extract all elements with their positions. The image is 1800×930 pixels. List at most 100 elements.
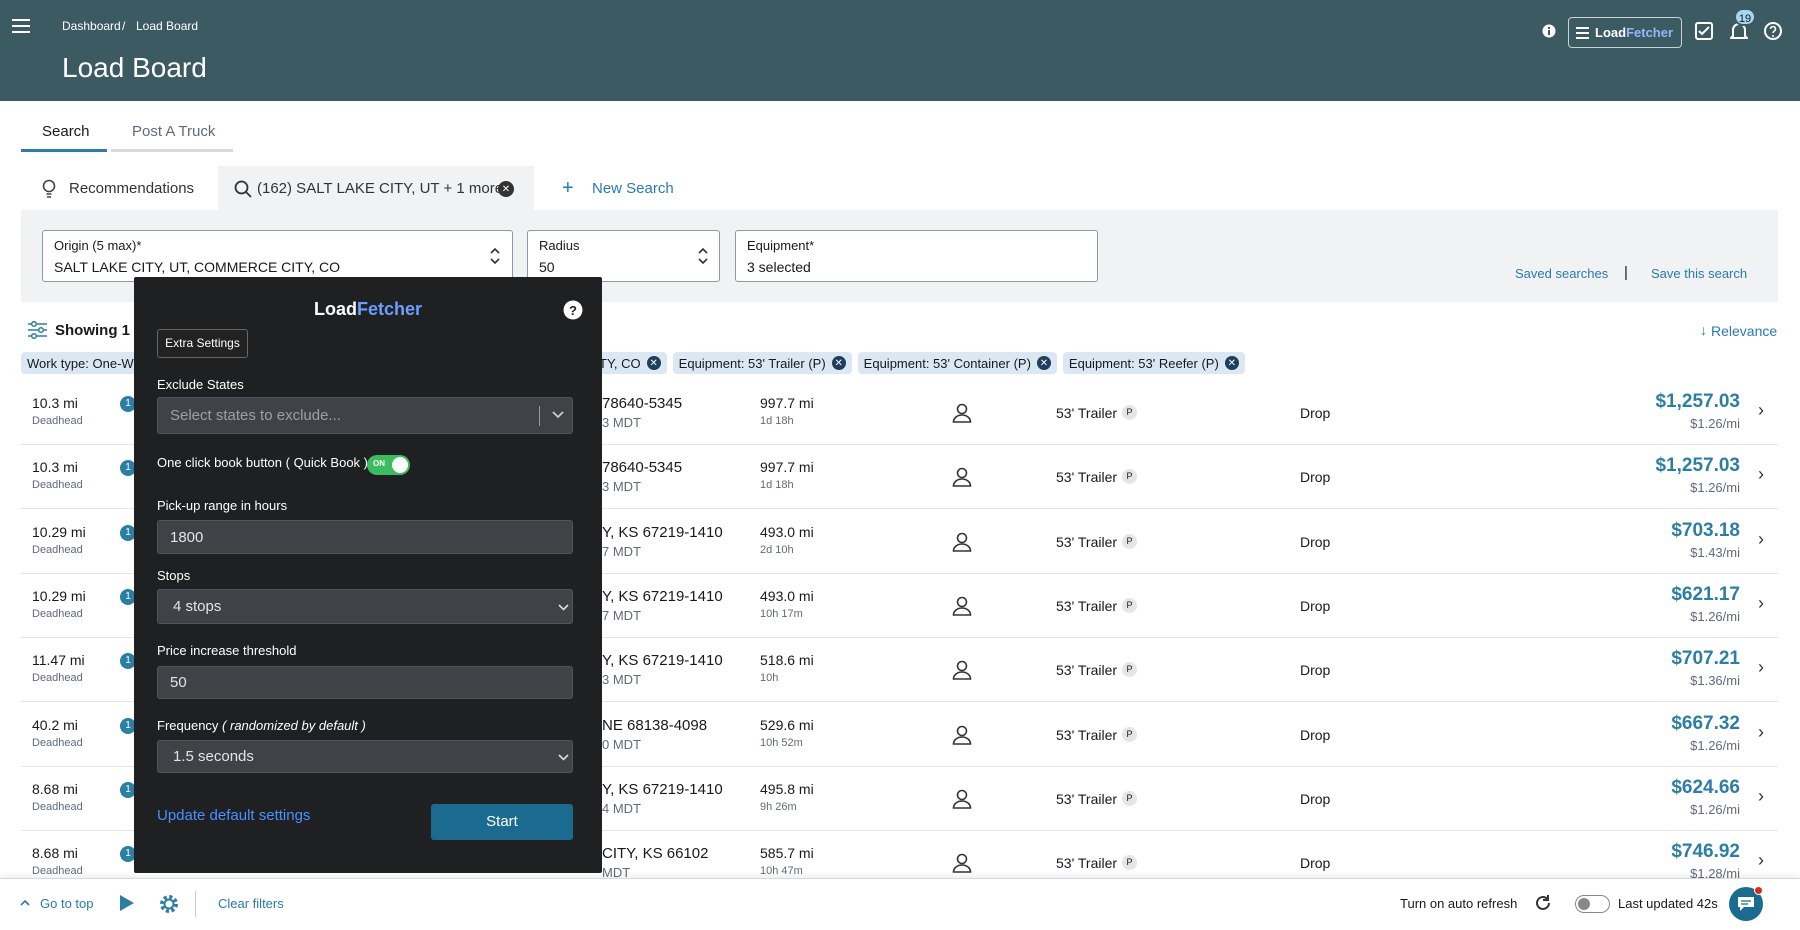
stops-select[interactable]: 4 stops [157, 589, 573, 624]
load-row[interactable]: 10.29 mi Deadhead 1 Y, KS 67219-1410 7 MDT 49… [21, 574, 1778, 638]
pickup-label: Pick-up range in hours [157, 498, 288, 513]
panel-help[interactable]: ? [563, 300, 583, 320]
exclude-select[interactable]: Select states to exclude... [157, 397, 573, 434]
divider [195, 891, 196, 917]
load-row[interactable]: 40.2 mi Deadhead 1 NE 68138-4098 0 MDT 529.6 … [21, 703, 1778, 767]
row-chevron[interactable]: › [1758, 528, 1764, 549]
tab-post-truck[interactable]: Post A Truck [132, 123, 216, 140]
frequency-text: Frequency [157, 718, 219, 733]
rate: $1.26/mi [1690, 801, 1740, 817]
toggle-knob [392, 457, 408, 473]
equipment-tag: P [1122, 726, 1137, 742]
equipment-value: 3 selected [747, 259, 811, 275]
load-row[interactable]: 10.3 mi Deadhead 1 78640-5345 3 MDT 997.7 mi 1… [21, 445, 1778, 510]
load-row[interactable]: 11.47 mi Deadhead 1 Y, KS 67219-1410 3 MDT 51… [21, 638, 1778, 703]
save-search[interactable]: Save this search [1651, 266, 1748, 281]
row-chevron[interactable]: › [1758, 657, 1764, 678]
breadcrumb: Load Board [136, 19, 199, 33]
load-row[interactable]: 8.68 mi Deadhead 1 CITY, KS 66102 MDT 585.7 m… [21, 831, 1778, 896]
update-defaults-link[interactable]: Update default settings [157, 807, 311, 824]
active-search-tab[interactable]: (162) SALT LAKE CITY, UT + 1 more ✕ [218, 166, 534, 210]
saved-searches[interactable]: Saved searches [1515, 266, 1609, 281]
row-chevron[interactable]: › [1758, 785, 1764, 806]
settings-icon[interactable] [159, 894, 179, 914]
row-chevron[interactable]: › [1758, 721, 1764, 742]
radius-value: 50 [539, 259, 555, 275]
clear-filters[interactable]: Clear filters [218, 896, 284, 911]
chat-button[interactable] [1729, 886, 1763, 921]
new-search[interactable]: New Search [592, 180, 674, 197]
chip-remove[interactable]: ✕ [831, 356, 846, 370]
help-icon[interactable] [1764, 22, 1782, 40]
rate: $1.26/mi [1690, 416, 1740, 431]
filter-chip[interactable]: Equipment: 53' Trailer (P) ✕ [672, 352, 852, 374]
origin-value: SALT LAKE CITY, UT, COMMERCE CITY, CO [54, 259, 341, 275]
filter-icon[interactable] [28, 321, 47, 339]
play-icon[interactable] [119, 894, 135, 912]
driver-icon [952, 660, 972, 680]
radius-field[interactable]: Radius 50 [527, 230, 720, 282]
price-input[interactable]: 50 [157, 666, 573, 699]
distance: 518.6 mi [760, 652, 814, 669]
frequency-label: Frequency ( randomized by default ) [157, 718, 366, 733]
distance: 495.8 mi [760, 780, 814, 797]
equipment: 53' Trailer [1056, 533, 1118, 550]
filter-chip[interactable]: Equipment: 53' Container (P) ✕ [857, 352, 1057, 374]
quick-book-toggle[interactable]: ON [367, 455, 410, 475]
row-chevron[interactable]: › [1758, 464, 1764, 485]
chip-remove[interactable]: ✕ [1036, 356, 1051, 370]
filter-chip[interactable]: Equipment: 53' Reefer (P) ✕ [1062, 352, 1245, 374]
tasks-icon[interactable] [1695, 22, 1713, 40]
frequency-select[interactable]: 1.5 seconds [157, 740, 573, 773]
brand-load: Load [313, 299, 357, 319]
tab-search[interactable]: Search [42, 123, 90, 140]
notification-badge: 19 [1734, 8, 1756, 26]
deadhead-label: Deadhead [32, 672, 83, 685]
toggle-knob [1578, 898, 1590, 910]
equipment-tag: P [1122, 790, 1137, 806]
footer-bar: Go to top Clear filters Turn on auto ref… [0, 878, 1800, 930]
go-to-top[interactable]: Go to top [40, 896, 94, 911]
row-chevron[interactable]: › [1758, 592, 1764, 613]
chat-icon [1738, 897, 1754, 911]
arrival-time: MDT [602, 865, 631, 881]
recommendations-tab[interactable]: Recommendations [69, 180, 195, 197]
price: $746.92 [1671, 841, 1740, 863]
deadhead-label: Deadhead [32, 800, 83, 813]
filter-chip[interactable]: Work type: One-W [21, 352, 140, 374]
toggle-label: ON [373, 459, 385, 468]
refresh-icon[interactable] [1533, 893, 1553, 913]
breadcrumb[interactable]: Dashboard [62, 19, 121, 33]
info-icon[interactable] [1542, 24, 1556, 38]
load-row[interactable]: 8.68 mi Deadhead 1 Y, KS 67219-1410 4 MDT 495… [21, 767, 1778, 831]
start-button[interactable]: Start [431, 804, 573, 840]
menu-icon[interactable] [12, 18, 30, 34]
price-value: 50 [170, 674, 187, 691]
badge: 1 [120, 396, 136, 412]
close-search[interactable]: ✕ [498, 181, 514, 197]
chip-remove[interactable]: ✕ [1224, 356, 1239, 370]
equipment: 53' Trailer [1056, 597, 1118, 614]
brand-button[interactable]: LoadFetcher [1568, 17, 1682, 48]
chip-label: Equipment: 53' Reefer (P) [1068, 355, 1219, 371]
chevron-icon [558, 754, 569, 761]
driver-icon [952, 532, 972, 552]
row-chevron[interactable]: › [1758, 850, 1764, 871]
equipment-field[interactable]: Equipment* 3 selected [735, 230, 1098, 282]
pickup-input[interactable]: 1800 [157, 520, 573, 554]
chip-label: Equipment: 53' Container (P) [863, 355, 1031, 371]
extra-settings-button[interactable]: Extra Settings [157, 329, 248, 358]
load-row[interactable]: 10.3 mi Deadhead 1 78640-5345 3 MDT 997.7 mi 1… [21, 381, 1778, 445]
exclude-label: Exclude States [157, 377, 244, 392]
load-row[interactable]: 10.29 mi Deadhead 1 Y, KS 67219-1410 7 MDT 49… [21, 510, 1778, 574]
destination: 78640-5345 [602, 459, 683, 477]
chip-remove[interactable]: ✕ [646, 356, 661, 370]
bulb-icon [42, 179, 56, 198]
rate: $1.28/mi [1690, 866, 1740, 882]
origin-field[interactable]: Origin (5 max)* SALT LAKE CITY, UT, COMM… [42, 230, 513, 282]
row-chevron[interactable]: › [1758, 400, 1764, 420]
auto-refresh-toggle[interactable] [1575, 895, 1610, 913]
price: $624.66 [1671, 776, 1740, 798]
price: $621.17 [1671, 583, 1740, 605]
sort-relevance[interactable]: Relevance [1711, 323, 1778, 339]
